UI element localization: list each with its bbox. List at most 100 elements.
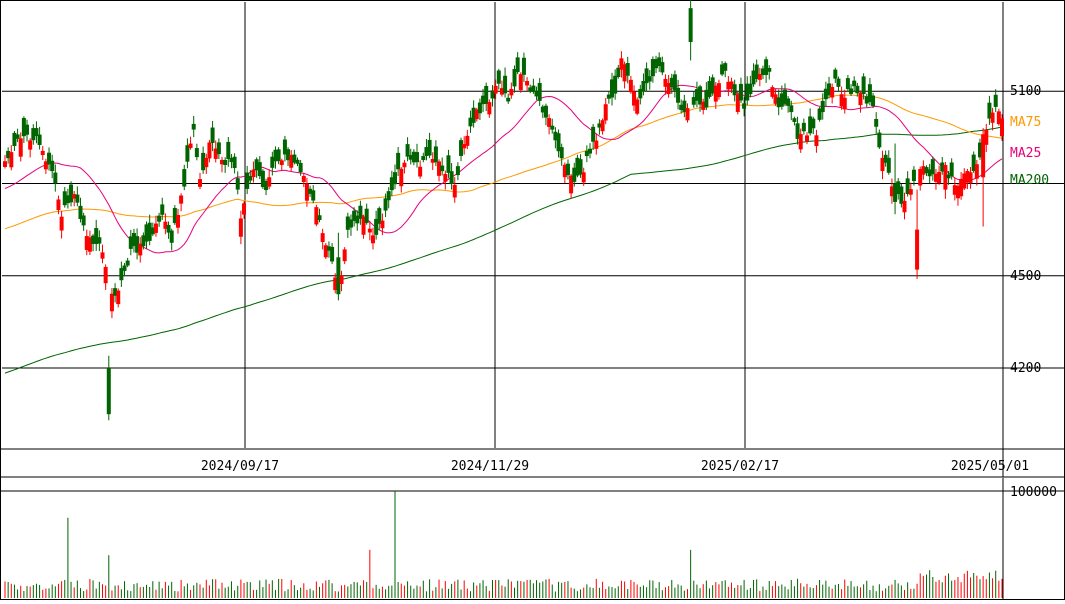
- candle-body: [764, 59, 769, 75]
- candle-body: [830, 86, 835, 98]
- date-tick-label: 2025/02/17: [701, 459, 779, 474]
- candle-body: [493, 85, 498, 94]
- candle-body: [147, 222, 152, 241]
- candle-body: [760, 68, 765, 75]
- candle-body: [924, 167, 929, 174]
- candle-body: [742, 103, 747, 109]
- candle-body: [47, 152, 52, 164]
- candle-body: [606, 94, 611, 99]
- candle-body: [773, 94, 778, 104]
- candle-body: [358, 205, 363, 219]
- candle-body: [175, 214, 180, 228]
- candle-body: [808, 116, 813, 134]
- candle-body: [361, 216, 366, 235]
- candle-body: [852, 80, 857, 87]
- candle-body: [21, 117, 26, 137]
- candle-body: [207, 142, 212, 159]
- candle-body: [556, 133, 561, 152]
- candle-body: [647, 76, 652, 82]
- price-axis-labels: 4200 4500 5100: [1010, 84, 1041, 376]
- date-axis-labels: 2024/09/17 2024/11/29 2025/02/17 2025/05/01: [201, 459, 1029, 474]
- candle-body: [452, 184, 457, 198]
- candle-body: [908, 189, 913, 195]
- candle-body: [348, 219, 353, 228]
- candle-body: [817, 108, 822, 120]
- ma200-line: [4, 126, 1003, 374]
- candle-body: [955, 185, 960, 199]
- candle-body: [732, 84, 737, 96]
- candle-body: [109, 293, 114, 312]
- candle-body: [462, 144, 467, 149]
- candle-body: [34, 128, 39, 137]
- candle-body: [100, 252, 105, 259]
- candle-body: [220, 159, 225, 165]
- ma25-line: [4, 84, 1003, 254]
- candle-body: [833, 69, 838, 79]
- candle-body: [657, 57, 662, 67]
- candle-body: [94, 228, 99, 244]
- candle-body: [933, 173, 938, 182]
- candle-body: [28, 140, 33, 150]
- candle-body: [119, 268, 124, 281]
- candle-body: [377, 208, 382, 224]
- candle-body: [427, 139, 432, 156]
- candle-body: [827, 83, 832, 96]
- candle-body: [273, 149, 278, 162]
- candle-body: [62, 191, 67, 206]
- candle-body: [204, 157, 209, 168]
- candle-body: [484, 85, 489, 104]
- price-tick-label: 5100: [1010, 84, 1041, 99]
- candle-body: [128, 236, 133, 249]
- candle-body: [314, 207, 319, 225]
- candle-body: [135, 236, 140, 253]
- candle-body: [965, 171, 970, 183]
- candle-body: [597, 123, 602, 128]
- candle-body: [424, 147, 429, 156]
- candle-body: [311, 190, 316, 201]
- candle-body: [487, 102, 492, 115]
- candle-body: [59, 216, 64, 231]
- candle-body: [437, 161, 442, 176]
- candle-body: [295, 159, 300, 164]
- candle-body: [691, 97, 696, 105]
- candle-body: [229, 157, 234, 163]
- candle-body: [213, 148, 218, 159]
- candle-body: [801, 122, 806, 132]
- candle-body: [981, 134, 986, 178]
- candle-body: [251, 169, 256, 178]
- candle-body: [286, 149, 291, 161]
- candle-body: [364, 208, 369, 223]
- candle-body: [638, 88, 643, 99]
- candle-body: [575, 157, 580, 176]
- candle-body: [465, 135, 470, 146]
- candle-body: [188, 143, 193, 149]
- candle-body: [858, 92, 863, 106]
- candle-body: [987, 102, 992, 119]
- candle-body: [959, 178, 964, 197]
- candle-body: [713, 85, 718, 102]
- candle-body: [415, 152, 420, 163]
- candle-body: [405, 144, 410, 157]
- candle-body: [707, 81, 712, 97]
- candle-body: [654, 59, 659, 69]
- candle-body: [757, 74, 762, 80]
- candle-body: [18, 138, 23, 157]
- candle-body: [569, 175, 574, 194]
- candle-body: [610, 79, 615, 98]
- candle-body: [392, 172, 397, 185]
- candle-body: [402, 162, 407, 168]
- candle-body: [166, 224, 171, 233]
- candle-body: [521, 57, 526, 75]
- candle-body: [194, 148, 199, 158]
- candle-body: [163, 221, 168, 229]
- candle-body: [905, 178, 910, 195]
- candle-body: [672, 74, 677, 91]
- candle-body: [679, 104, 684, 110]
- candle-body: [613, 75, 618, 94]
- candle-body: [594, 140, 599, 149]
- candle-body: [245, 172, 250, 189]
- candle-body: [210, 127, 215, 143]
- candle-body: [471, 107, 476, 123]
- candle-body: [650, 59, 655, 77]
